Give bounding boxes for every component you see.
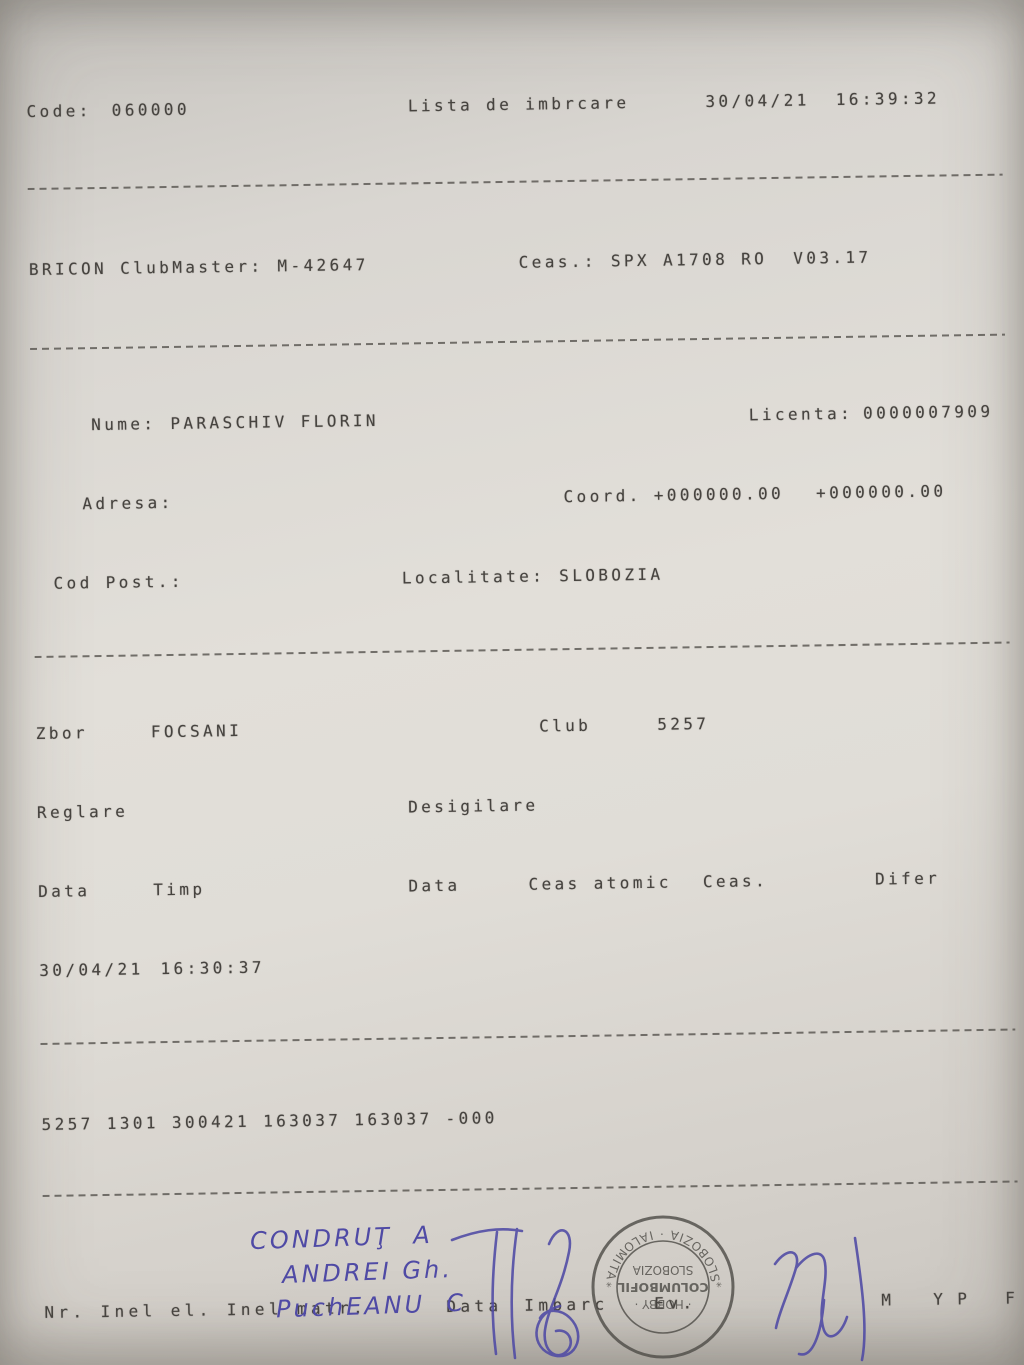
device-line: BRICON ClubMaster: M-42647 Ceas.: SPX A1… <box>29 245 1004 281</box>
stamp-line-2: COLUMBOFIL <box>617 1280 708 1295</box>
coord-value-2: +000000.00 <box>815 481 947 503</box>
summary-line: 5257 1301 300421 163037 163037 -000 <box>41 1099 1016 1135</box>
divider <box>27 173 1003 191</box>
licenta-value: 0000007909 <box>862 401 994 423</box>
page-title: Lista de imbrcare <box>407 93 630 116</box>
adresa-label: Adresa: <box>82 492 174 514</box>
cod-post-label: Cod Post.: <box>53 571 185 593</box>
handwritten-name-2: ANDREI Gh. <box>281 1255 454 1289</box>
club-stamp: SLOBOZIA · IALOMITA · HOBBY · COLUMBOFIL… <box>591 1215 735 1359</box>
header-f: F <box>1005 1288 1020 1308</box>
device-value: M-42647 <box>277 255 369 276</box>
divider <box>34 641 1010 659</box>
owner-name: PARASCHIV FLORIN <box>170 410 380 433</box>
stamp-line-1: · HOBBY · <box>635 1297 692 1311</box>
ceas-label: Ceas. <box>702 871 769 892</box>
divider <box>40 1028 1016 1045</box>
divider <box>30 333 1005 351</box>
clock-columns-line: Data Timp Data Ceas atomic Ceas. Difer <box>38 867 1013 903</box>
difer-label: Difer <box>874 868 941 889</box>
reglare-data: 30/04/21 <box>39 959 144 980</box>
basketing-table: Nr. Inel el. Inel matr. Data Imbarc Ev. … <box>44 1239 1024 1365</box>
zbor-value: FOCSANI <box>150 720 243 742</box>
zbor-label: Zbor <box>35 723 89 743</box>
code-label: Code: <box>26 101 92 122</box>
svg-text:✳: ✳ <box>716 1279 722 1290</box>
localitate-label: Localitate: <box>401 566 546 588</box>
coord-label: Coord. <box>563 485 642 507</box>
svg-text:✳: ✳ <box>606 1279 612 1290</box>
data-label: Data <box>37 881 91 901</box>
race-line: Zbor FOCSANI Club 5257 <box>36 709 1011 745</box>
code-value: 060000 <box>111 99 191 120</box>
table-header: Nr. Inel el. Inel matr. Data Imbarc Ev. … <box>44 1287 1019 1323</box>
header-m: M <box>881 1290 896 1310</box>
licenta-label: Licenta: <box>748 403 854 425</box>
coord-value-1: +000000.00 <box>653 483 785 505</box>
nume-label: Nume: <box>91 414 157 435</box>
ceas-atomic-label: Ceas atomic <box>528 872 673 894</box>
localitate-value: SLOBOZIA <box>559 564 664 586</box>
print-datetime: 30/04/21 16:39:32 <box>705 88 941 111</box>
clock-label: Ceas.: <box>518 251 598 272</box>
club-value: 5257 <box>657 714 710 734</box>
reglare-line: Reglare Desigilare <box>37 788 1012 824</box>
header-p: P <box>957 1289 972 1309</box>
reglare-datetime-line: 30/04/21 16:30:37 <box>39 946 1014 982</box>
data2-label: Data <box>408 875 461 896</box>
owner-postcode-line: Cod Post.: Localitate: SLOBOZIA <box>33 559 1008 595</box>
stamp-line-3: SLOBOZIA <box>632 1263 694 1277</box>
header-y: Y <box>933 1289 948 1309</box>
desigilare-label: Desigilare <box>408 795 539 817</box>
title-line: Code: 060000 Lista de imbrcare 30/04/21 … <box>26 87 1001 123</box>
timp-label: Timp <box>153 879 206 900</box>
divider <box>42 1180 1018 1197</box>
club-label: Club <box>538 715 592 736</box>
reglare-label: Reglare <box>36 801 129 822</box>
clock-value: SPX A1708 RO V03.17 <box>610 247 872 271</box>
device-label: BRICON ClubMaster: <box>28 256 264 280</box>
owner-name-line: Nume: PARASCHIV FLORIN Licenta: 00000079… <box>31 401 1006 437</box>
reglare-timp: 16:30:37 <box>160 957 265 979</box>
summary-values: 5257 1301 300421 163037 163037 -000 <box>41 1108 498 1134</box>
owner-address-line: Adresa: Coord. +000000.00 +000000.00 <box>32 480 1007 516</box>
